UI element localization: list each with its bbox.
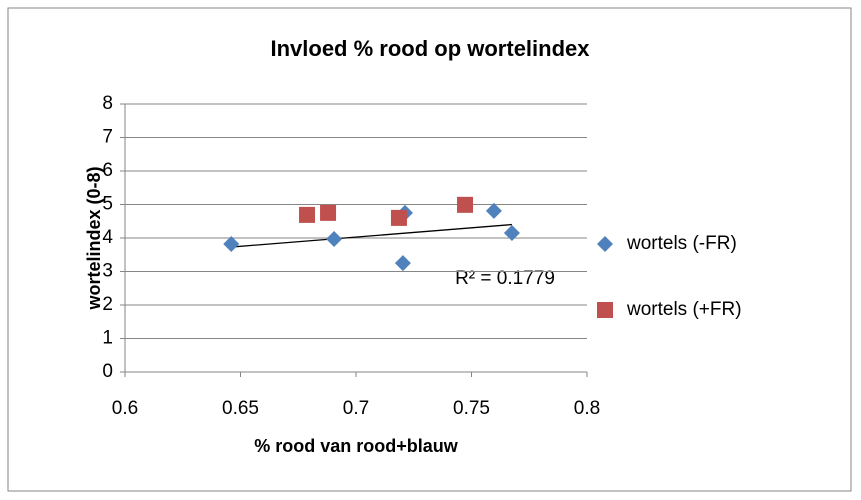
legend-label: wortels (+FR) bbox=[626, 299, 742, 320]
x-axis-label: % rood van rood+blauw bbox=[254, 436, 459, 456]
point bbox=[485, 202, 502, 219]
point bbox=[299, 206, 316, 223]
x-tick-label: 0.75 bbox=[453, 398, 490, 419]
x-tick-label: 0.6 bbox=[112, 398, 138, 419]
point bbox=[320, 204, 337, 221]
chart-border bbox=[7, 7, 852, 492]
y-tick-label: 6 bbox=[102, 160, 113, 181]
y-tick-label: 8 bbox=[102, 93, 113, 114]
x-tick-label: 0.65 bbox=[222, 398, 259, 419]
legend-label: wortels (-FR) bbox=[626, 233, 737, 254]
annotation: R² = 0.1779 bbox=[455, 268, 555, 289]
y-tick-label: 0 bbox=[102, 361, 113, 382]
x-tick-label: 0.7 bbox=[343, 398, 369, 419]
y-tick-label: 7 bbox=[102, 127, 113, 148]
y-tick-label: 2 bbox=[102, 294, 113, 315]
y-tick-label: 5 bbox=[102, 194, 113, 215]
x-tick-label: 0.8 bbox=[574, 398, 600, 419]
chart-title: Invloed % rood op wortelindex bbox=[270, 36, 590, 61]
point bbox=[503, 224, 520, 241]
point bbox=[326, 231, 343, 248]
point bbox=[457, 196, 474, 213]
y-tick-label: 3 bbox=[102, 261, 113, 282]
y-axis-label: wortelindex (0-8) bbox=[84, 166, 104, 310]
y-tick-label: 1 bbox=[102, 328, 113, 349]
legend-marker bbox=[597, 236, 613, 252]
trendline bbox=[231, 223, 512, 248]
legend-marker bbox=[597, 302, 613, 318]
point bbox=[390, 209, 407, 226]
point bbox=[223, 236, 240, 253]
y-tick-label: 4 bbox=[102, 227, 113, 248]
point bbox=[394, 255, 411, 272]
